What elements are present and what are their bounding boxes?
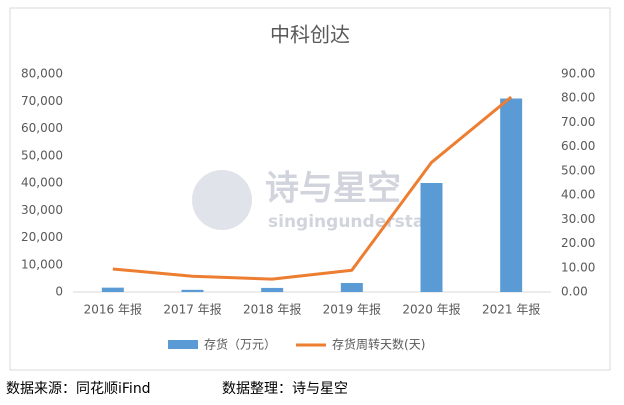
legend-swatch — [168, 340, 198, 349]
watermark: 诗与星空 singingunderstars — [192, 169, 443, 232]
y-tick-label: 40,000 — [21, 176, 63, 190]
y2-tick-label: 30.00 — [561, 212, 595, 226]
y-tick-label: 70,000 — [21, 94, 63, 108]
watermark-title: 诗与星空 — [265, 169, 401, 209]
y-tick-label: 60,000 — [21, 121, 63, 135]
bar — [261, 287, 284, 292]
x-tick-label: 2019 年报 — [323, 302, 381, 317]
watermark-logo — [192, 170, 252, 230]
y2-tick-label: 80.00 — [561, 91, 595, 105]
source: 数据来源：同花顺iFind — [6, 381, 151, 397]
chart-title: 中科创达 — [270, 23, 350, 47]
y-tick-label: 50,000 — [21, 148, 63, 162]
legend-label: 存货（万元） — [204, 337, 276, 352]
y2-tick-label: 20.00 — [561, 236, 595, 250]
x-tick-label: 2018 年报 — [243, 302, 301, 317]
y2-tick-label: 0.00 — [561, 285, 588, 299]
y2-tick-label: 60.00 — [561, 139, 595, 153]
bar — [181, 289, 204, 292]
watermark-subtitle: singingunderstars — [268, 212, 443, 232]
x-tick-label: 2016 年报 — [84, 302, 142, 317]
y-tick-label: 10,000 — [21, 257, 63, 271]
compiled-by: 数据整理：诗与星空 — [222, 381, 348, 397]
bar — [101, 287, 124, 292]
y2-tick-label: 70.00 — [561, 115, 595, 129]
bar — [500, 98, 523, 293]
bar — [340, 283, 363, 292]
bar — [420, 183, 443, 292]
y-tick-label: 0 — [55, 285, 63, 299]
x-tick-label: 2020 年报 — [402, 302, 460, 317]
x-tick-label: 2017 年报 — [163, 302, 221, 317]
legend-label: 存货周转天数(天) — [332, 337, 425, 352]
y2-tick-label: 10.00 — [561, 260, 595, 274]
y2-tick-label: 50.00 — [561, 163, 595, 177]
line — [112, 95, 513, 281]
y-tick-label: 20,000 — [21, 230, 63, 244]
y-tick-label: 30,000 — [21, 203, 63, 217]
y2-tick-label: 40.00 — [561, 188, 595, 202]
y2-tick-label: 90.00 — [561, 67, 595, 81]
y-tick-label: 80,000 — [21, 67, 63, 81]
x-tick-label: 2021 年报 — [482, 302, 540, 317]
